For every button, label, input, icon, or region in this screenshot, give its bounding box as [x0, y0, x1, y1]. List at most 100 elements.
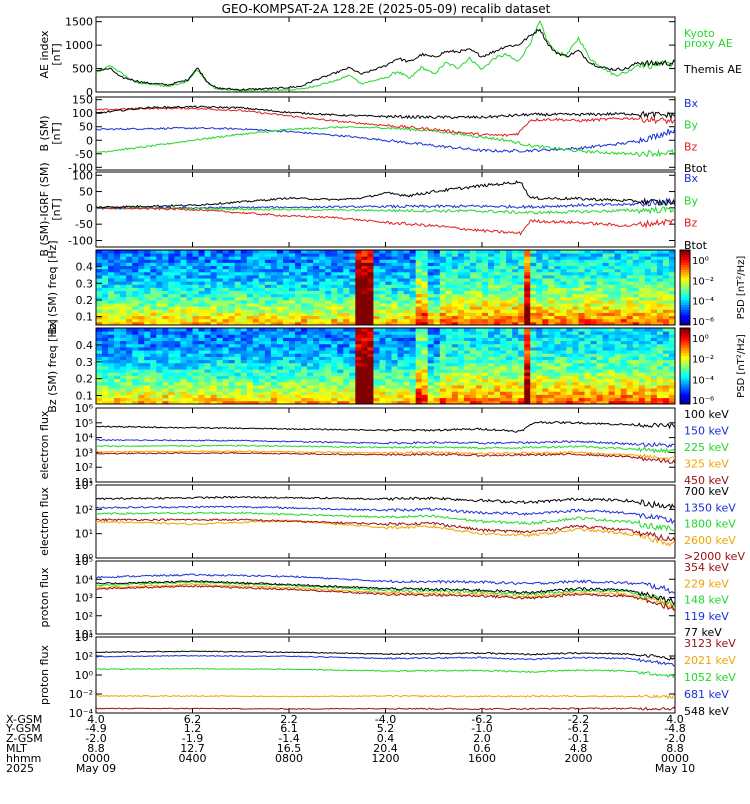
spectrogram-cell [554, 398, 560, 402]
spectrogram-cell [229, 272, 235, 276]
spectrogram-cell [253, 350, 259, 354]
spectrogram-cell [663, 360, 669, 364]
spectrogram-cell [144, 382, 150, 386]
spectrogram-cell [482, 306, 488, 310]
spectrogram-cell [241, 278, 247, 282]
spectrogram-cell [361, 328, 367, 332]
spectrogram-cell [259, 303, 265, 307]
spectrogram-cell [313, 331, 319, 335]
spectrogram-cell [120, 382, 126, 386]
spectrogram-cell [277, 250, 283, 254]
spectrogram-cell [307, 281, 313, 285]
spectrogram-cell [241, 376, 247, 380]
spectrogram-cell [337, 398, 343, 402]
spectrogram-cell [440, 338, 446, 342]
spectrogram-cell [114, 275, 120, 279]
spectrogram-cell [114, 303, 120, 307]
spectrogram-cell [114, 385, 120, 389]
spectrogram-cell [398, 388, 404, 392]
spectrogram-cell [132, 256, 138, 260]
spectrogram-cell [138, 306, 144, 310]
spectrogram-cell [458, 357, 464, 361]
spectrogram-cell [506, 256, 512, 260]
spectrogram-cell [645, 253, 651, 257]
spectrogram-cell [108, 313, 114, 317]
spectrogram-cell [416, 363, 422, 367]
spectrogram-cell [663, 363, 669, 367]
spectrogram-cell [355, 331, 361, 335]
spectrogram-cell [663, 275, 669, 279]
legend-entry: Bx [684, 97, 699, 110]
spectrogram-cell [404, 350, 410, 354]
spectrogram-cell [663, 316, 669, 320]
spectrogram-cell [669, 360, 675, 364]
spectrogram-cell [639, 341, 645, 345]
spectrogram-cell [512, 250, 518, 254]
spectrogram-cell [102, 281, 108, 285]
spectrogram-cell [319, 313, 325, 317]
spectrogram-cell [126, 344, 132, 348]
spectrogram-cell [506, 353, 512, 357]
spectrogram-cell [108, 259, 114, 263]
spectrogram-cell [223, 306, 229, 310]
spectrogram-cell [579, 263, 585, 267]
spectrogram-cell [205, 284, 211, 288]
spectrogram-cell [277, 294, 283, 298]
spectrogram-cell [416, 272, 422, 276]
spectrogram-cell [162, 344, 168, 348]
colorbar-cell [680, 260, 690, 263]
spectrogram-cell [398, 395, 404, 399]
spectrogram-cell [506, 288, 512, 292]
spectrogram-cell [241, 363, 247, 367]
spectrogram-cell [572, 291, 578, 295]
spectrogram-cell [205, 256, 211, 260]
spectrogram-cell [639, 281, 645, 285]
spectrogram-cell [639, 353, 645, 357]
spectrogram-cell [518, 316, 524, 320]
spectrogram-cell [633, 294, 639, 298]
spectrogram-cell [289, 319, 295, 323]
spectrogram-cell [301, 253, 307, 257]
spectrogram-cell [663, 341, 669, 345]
spectrogram-cell [512, 366, 518, 370]
spectrogram-cell [199, 382, 205, 386]
spectrogram-cell [524, 357, 530, 361]
spectrogram-cell [319, 360, 325, 364]
spectrogram-cell [585, 263, 591, 267]
spectrogram-cell [199, 319, 205, 323]
spectrogram-cell [193, 319, 199, 323]
spectrogram-cell [120, 347, 126, 351]
spectrogram-cell [126, 309, 132, 313]
spectrogram-cell [277, 338, 283, 342]
spectrogram-cell [265, 303, 271, 307]
spectrogram-cell [669, 272, 675, 276]
spectrogram-cell [265, 388, 271, 392]
spectrogram-cell [223, 363, 229, 367]
spectrogram-cell [392, 256, 398, 260]
spectrogram-cell [325, 382, 331, 386]
spectrogram-cell [597, 353, 603, 357]
spectrogram-cell [271, 385, 277, 389]
spectrogram-cell [603, 363, 609, 367]
spectrogram-cell [211, 297, 217, 301]
spectrogram-cell [615, 306, 621, 310]
spectrogram-cell [494, 294, 500, 298]
spectrogram-cell [386, 256, 392, 260]
spectrogram-cell [174, 297, 180, 301]
spectrogram-cell [452, 398, 458, 402]
spectrogram-cell [331, 266, 337, 270]
spectrogram-cell [199, 369, 205, 373]
spectrogram-cell [126, 360, 132, 364]
spectrogram-cell [470, 382, 476, 386]
spectrogram-cell [542, 331, 548, 335]
spectrogram-cell [591, 376, 597, 380]
y-tick-label: 0 [86, 134, 93, 147]
spectrogram-cell [591, 316, 597, 320]
spectrogram-cell [663, 278, 669, 282]
spectrogram-cell [657, 331, 663, 335]
spectrogram-cell [289, 331, 295, 335]
spectrogram-cell [379, 366, 385, 370]
spectrogram-cell [132, 294, 138, 298]
spectrogram-cell [307, 297, 313, 301]
spectrogram-cell [277, 360, 283, 364]
